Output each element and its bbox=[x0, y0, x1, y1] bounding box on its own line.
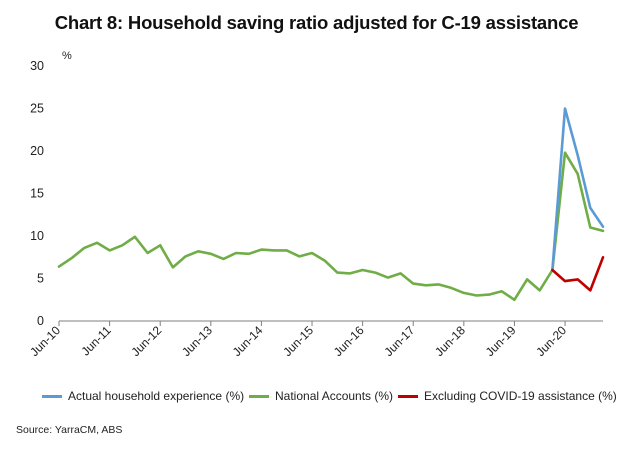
y-tick-label: 10 bbox=[30, 229, 44, 243]
legend-item-actual: Actual household experience (%) bbox=[42, 389, 244, 403]
x-tick-label: Jun-16 bbox=[331, 323, 367, 359]
legend-item-excluding-covid: Excluding COVID-19 assistance (%) bbox=[398, 389, 617, 403]
x-tick-label: Jun-17 bbox=[382, 323, 418, 359]
y-tick-label: 15 bbox=[30, 187, 44, 201]
x-tick-label: Jun-14 bbox=[230, 323, 266, 359]
y-tick-label: 30 bbox=[30, 59, 44, 73]
legend-item-national-accounts: National Accounts (%) bbox=[249, 389, 393, 403]
x-tick-label: Jun-19 bbox=[483, 323, 519, 359]
x-tick-label: Jun-18 bbox=[432, 323, 468, 359]
x-tick-label: Jun-11 bbox=[79, 323, 114, 358]
legend: Actual household experience (%) National… bbox=[42, 389, 627, 407]
series-group bbox=[57, 107, 605, 302]
chart-title: Chart 8: Household saving ratio adjusted… bbox=[54, 12, 579, 33]
series-line-actual-household-experience bbox=[551, 107, 605, 272]
legend-label-actual: Actual household experience (%) bbox=[68, 389, 245, 403]
source-note: Source: YarraCM, ABS bbox=[16, 424, 123, 436]
legend-label-excluding-covid: Excluding COVID-19 assistance (%) bbox=[424, 389, 617, 403]
x-tick-label: Jun-15 bbox=[280, 323, 316, 359]
y-axis: 0 5 10 15 20 25 30 bbox=[30, 59, 44, 328]
x-tick-label: Jun-10 bbox=[27, 323, 63, 359]
y-axis-unit-label: % bbox=[62, 50, 72, 62]
y-tick-label: 25 bbox=[30, 102, 44, 116]
legend-label-national-accounts: National Accounts (%) bbox=[275, 389, 394, 403]
legend-swatch-national-accounts bbox=[249, 394, 269, 398]
legend-swatch-excluding-covid bbox=[398, 394, 418, 398]
y-tick-label: 5 bbox=[37, 272, 44, 286]
x-tick-label: Jun-12 bbox=[128, 323, 164, 359]
y-tick-label: 0 bbox=[37, 314, 44, 328]
x-tick-label: Jun-20 bbox=[533, 323, 569, 359]
series-line-national-accounts bbox=[57, 151, 605, 302]
x-axis: Jun-10 Jun-11 Jun-12 Jun-13 Jun-14 Jun-15 Jun-… bbox=[27, 320, 603, 359]
y-tick-label: 20 bbox=[30, 144, 44, 158]
x-tick-label: Jun-13 bbox=[179, 323, 215, 359]
series-line-excluding-covid-19-assistance bbox=[551, 255, 605, 292]
legend-swatch-actual bbox=[42, 394, 62, 398]
